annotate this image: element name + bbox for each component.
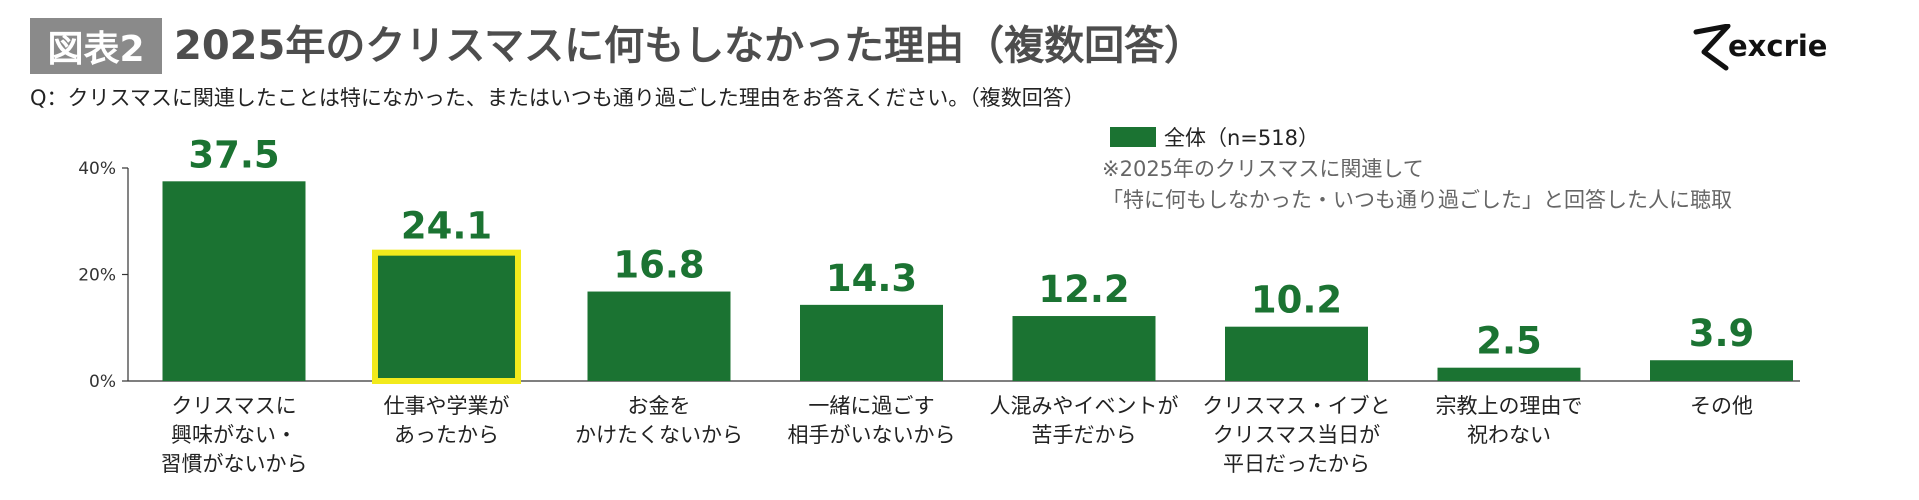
- category-label: クリスマス当日が: [1213, 423, 1380, 447]
- figure-badge: 図表2: [30, 18, 162, 74]
- bar: [587, 291, 731, 381]
- legend: 全体（n=518）: [1110, 122, 1319, 152]
- category-label: お金を: [628, 394, 691, 418]
- category-label: 習慣がないから: [161, 452, 308, 476]
- legend-swatch: [1110, 127, 1156, 147]
- category-label: クリスマス・イブと: [1202, 394, 1390, 418]
- category-label: かけたくないから: [575, 423, 743, 447]
- bar: [1650, 360, 1793, 381]
- bar-value-label: 14.3: [826, 257, 917, 300]
- category-label: 苦手だから: [1032, 423, 1137, 447]
- bar-value-label: 2.5: [1476, 320, 1542, 363]
- bar: [800, 304, 943, 381]
- category-label: 祝わない: [1467, 423, 1551, 447]
- bar-value-label: 3.9: [1689, 312, 1755, 355]
- note-line-1: ※2025年のクリスマスに関連して: [1102, 157, 1424, 181]
- survey-question: Q：クリスマスに関連したことは特になかった、またはいつも通り過ごした理由をお答え…: [30, 86, 1085, 110]
- logo-mark-icon: [1693, 24, 1731, 71]
- bar-value-label: 10.2: [1251, 279, 1342, 322]
- bar: [1012, 316, 1156, 381]
- bar-value-label: 16.8: [613, 244, 704, 287]
- category-label: その他: [1690, 394, 1753, 418]
- note-line-2: 「特に何もしなかった・いつも通り過ごした」と回答した人に聴取: [1102, 188, 1732, 212]
- page-title: 2025年のクリスマスに何もしなかった理由（複数回答）: [174, 23, 1205, 69]
- legend-label: 全体（n=518）: [1164, 126, 1319, 150]
- category-label: 人混みやイベントが: [990, 394, 1179, 418]
- logo-text: excrie: [1728, 29, 1828, 63]
- category-label: 平日だったから: [1223, 452, 1370, 476]
- bar: [162, 181, 306, 381]
- bar-value-label: 24.1: [401, 205, 492, 248]
- bar-value-label: 12.2: [1038, 268, 1129, 311]
- bar: [372, 249, 521, 384]
- category-label: あったから: [394, 423, 499, 447]
- bar-value-label: 37.5: [188, 133, 279, 176]
- category-label: クリスマスに: [171, 394, 296, 418]
- category-label: 一緒に過ごす: [808, 394, 934, 418]
- bar: [1437, 367, 1581, 381]
- category-label: 仕事や学業が: [384, 394, 510, 418]
- y-tick-label: 40%: [78, 159, 116, 179]
- survey-note: ※2025年のクリスマスに関連して 「特に何もしなかった・いつも通り過ごした」と…: [1102, 154, 1732, 216]
- y-tick-label: 0%: [89, 372, 116, 392]
- y-tick-label: 20%: [78, 266, 116, 286]
- category-label: 相手がいないから: [788, 423, 956, 447]
- bar: [1225, 326, 1368, 381]
- category-label: 宗教上の理由で: [1436, 394, 1583, 418]
- category-label: 興味がない・: [171, 423, 297, 447]
- excrie-logo: excrie: [1688, 24, 1828, 74]
